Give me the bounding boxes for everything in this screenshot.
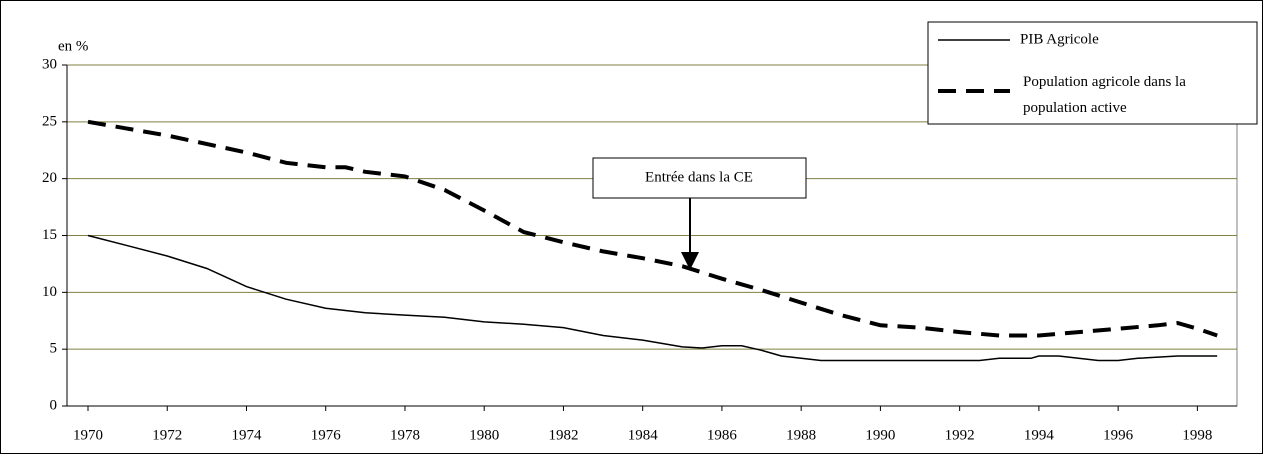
x-tick-label: 1984 (628, 427, 659, 443)
y-tick-label: 5 (50, 341, 58, 357)
x-tick-label: 1976 (311, 427, 342, 443)
y-tick-label: 25 (42, 113, 57, 129)
arrow-head (681, 252, 699, 270)
legend (927, 21, 1258, 125)
x-tick-label: 1982 (548, 427, 578, 443)
x-tick-label: 1970 (73, 427, 103, 443)
x-tick-label: 1998 (1182, 427, 1212, 443)
x-tick-label: 1988 (786, 427, 816, 443)
legend-label: PIB Agricole (1020, 31, 1099, 47)
legend-label: Population agricole dans la population ac… (1023, 74, 1186, 116)
y-tick-label: 20 (42, 170, 57, 186)
y-tick-label: 0 (50, 397, 58, 413)
series-line (87, 234, 1218, 362)
y-axis-label: en % (58, 38, 88, 54)
x-tick-label: 1992 (945, 427, 975, 443)
annotation: Entrée dans la CE (645, 169, 753, 185)
x-tick-label: 1980 (469, 427, 499, 443)
x-tick-label: 1996 (1103, 427, 1134, 443)
x-tick-label: 1990 (865, 427, 895, 443)
y-tick-label: 30 (42, 56, 57, 72)
series-line (87, 119, 1218, 338)
y-tick-label: 15 (42, 227, 57, 243)
x-tick-label: 1972 (152, 427, 182, 443)
annotation-box (592, 157, 807, 199)
x-tick-label: 1986 (707, 427, 738, 443)
x-tick-label: 1994 (1024, 427, 1055, 443)
legend-items: PIB Agricole Population agricole dans la p… (938, 31, 1186, 116)
x-tick-label: 1978 (390, 427, 420, 443)
x-tick-label: 1974 (231, 427, 262, 443)
y-tick-label: 10 (42, 284, 57, 300)
